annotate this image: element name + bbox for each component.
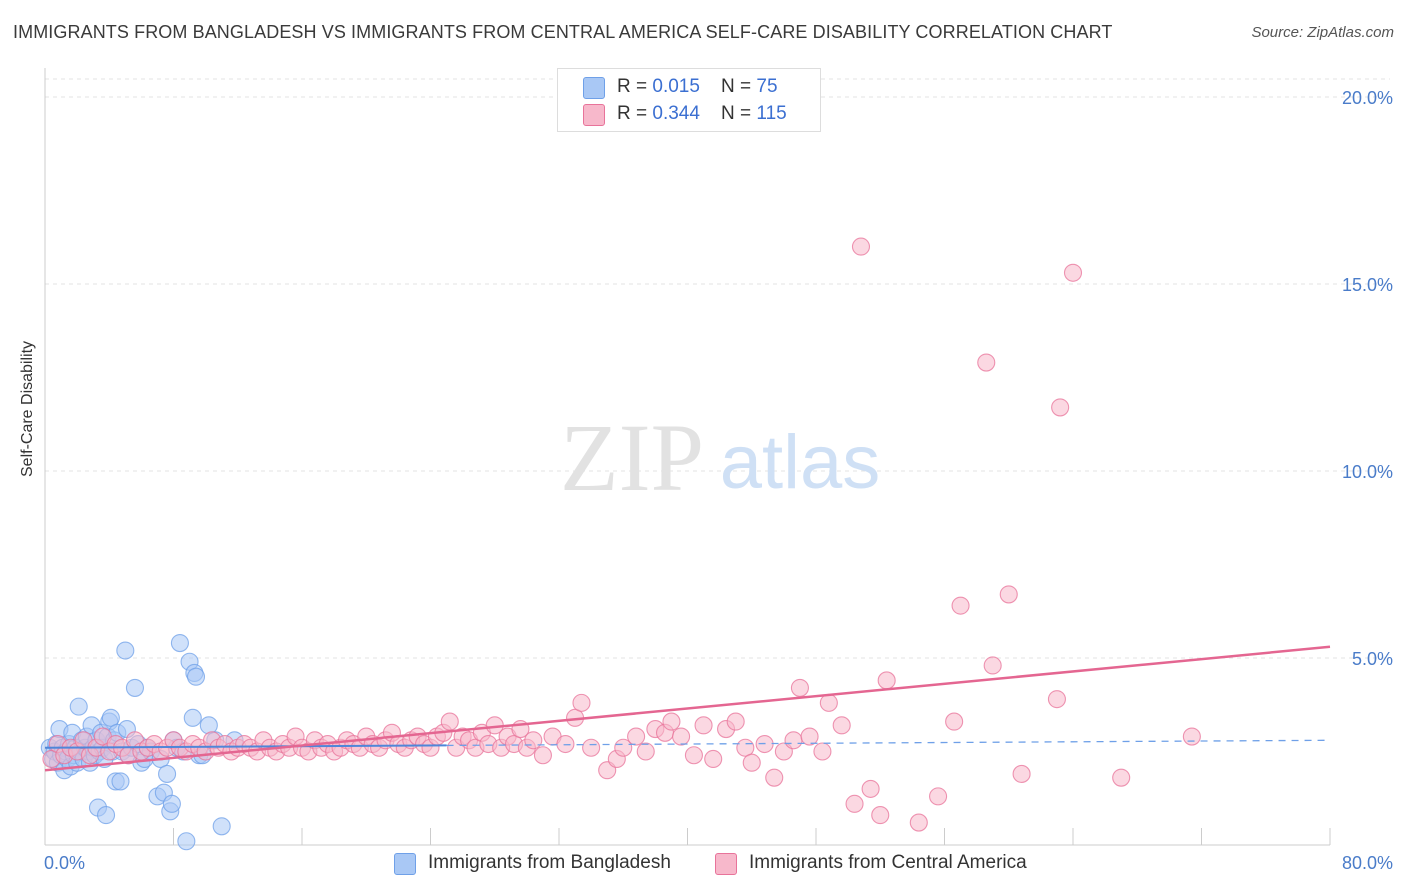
data-point — [1051, 398, 1070, 417]
axes — [44, 68, 1331, 846]
x-tick-label: 80.0% — [1342, 853, 1393, 873]
bottom-legend-label: Immigrants from Bangladesh — [428, 852, 671, 873]
data-point — [861, 779, 880, 798]
data-point — [983, 656, 1002, 675]
series-central-america — [42, 237, 1201, 832]
data-point — [582, 738, 601, 757]
legend-swatch-pink — [583, 104, 605, 126]
data-point — [111, 772, 130, 791]
data-point — [533, 746, 552, 765]
bottom-legend-swatch-pink — [715, 853, 737, 875]
data-point — [832, 716, 851, 735]
trend-line-bangladesh-dashed — [446, 739, 1331, 747]
data-point — [636, 742, 655, 761]
watermark-atlas: atlas — [720, 420, 881, 505]
data-point — [96, 806, 116, 825]
data-point — [1047, 690, 1066, 709]
data-point — [101, 708, 120, 727]
trend-lines — [44, 645, 1331, 772]
data-point — [672, 727, 691, 746]
stats-legend: R = 0.015 N = 75 R = 0.344 N = 115 — [557, 68, 821, 132]
grid-lines — [45, 78, 1390, 659]
y-axis-label: Self-Care Disability — [19, 340, 36, 477]
legend-n-value: 115 — [756, 103, 787, 124]
data-point — [125, 678, 144, 697]
bottom-legend-swatch-blue — [394, 853, 416, 875]
data-point — [627, 727, 646, 746]
data-point — [945, 712, 964, 731]
legend-swatch-blue — [583, 77, 605, 99]
data-point — [524, 731, 543, 750]
data-point — [614, 738, 633, 757]
y-tick-label: 15.0% — [1342, 275, 1393, 295]
legend-r-label: R = — [617, 76, 653, 97]
data-point — [951, 596, 970, 615]
data-point — [212, 817, 231, 836]
data-point — [694, 716, 713, 735]
trend-line-central-america — [44, 645, 1331, 772]
x-tick-label: 0.0% — [44, 853, 85, 873]
data-point — [790, 678, 809, 697]
data-point — [999, 585, 1018, 604]
data-point — [440, 712, 459, 731]
data-point — [819, 693, 838, 712]
data-point — [162, 794, 181, 813]
series-points — [40, 237, 1201, 851]
data-point — [556, 734, 575, 754]
data-point — [765, 768, 784, 787]
legend-r-value: 0.344 — [652, 103, 700, 124]
data-point — [183, 708, 202, 727]
data-point — [1182, 727, 1201, 746]
data-point — [929, 787, 948, 806]
trend-line-bangladesh — [44, 744, 447, 749]
data-point — [704, 749, 723, 769]
watermark: ZIP atlas — [560, 404, 880, 511]
data-point — [977, 353, 996, 372]
legend-n-value: 75 — [756, 76, 778, 97]
data-point — [845, 794, 864, 813]
data-point — [177, 832, 196, 851]
data-point — [909, 813, 928, 832]
bottom-legend-label: Immigrants from Central America — [749, 852, 1027, 873]
data-point — [69, 697, 88, 716]
y-tick-label: 5.0% — [1352, 649, 1393, 669]
data-point — [726, 712, 745, 731]
tick-labels: 5.0% 10.0% 15.0% 20.0% 0.0% 80.0% — [44, 88, 1393, 873]
data-point — [800, 727, 819, 746]
legend-n-label: N = — [721, 76, 757, 97]
data-point — [186, 667, 206, 686]
y-tick-label: 10.0% — [1342, 462, 1393, 482]
data-point — [662, 712, 681, 731]
data-point — [1112, 768, 1131, 787]
data-point — [742, 753, 761, 772]
legend-n-label: N = — [721, 103, 757, 124]
data-point — [871, 806, 890, 825]
source-note: Source: ZipAtlas.com — [1251, 24, 1394, 41]
data-point — [158, 764, 177, 783]
data-point — [784, 731, 803, 750]
data-point — [684, 746, 703, 765]
data-point — [851, 237, 871, 256]
data-point — [877, 671, 896, 690]
watermark-zip: ZIP — [560, 404, 704, 511]
chart-title: IMMIGRANTS FROM BANGLADESH VS IMMIGRANTS… — [13, 22, 1113, 42]
data-point — [116, 641, 135, 660]
data-point — [572, 693, 591, 712]
legend-r-label: R = — [617, 103, 653, 124]
data-point — [1063, 263, 1083, 282]
legend-r-value: 0.015 — [652, 76, 700, 97]
data-point — [813, 742, 832, 761]
data-point — [1012, 764, 1031, 783]
data-point — [170, 633, 189, 653]
y-tick-label: 20.0% — [1342, 88, 1393, 108]
